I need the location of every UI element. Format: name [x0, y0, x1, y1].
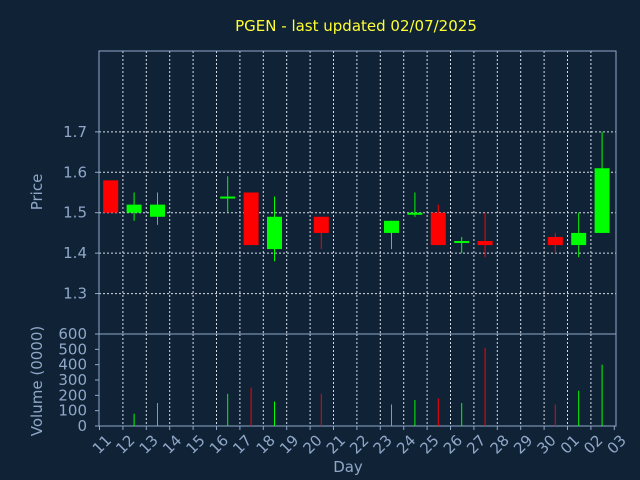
candle-body [547, 236, 563, 246]
x-tick-label: 25 [416, 431, 442, 457]
x-tick-label: 15 [182, 431, 208, 457]
x-tick-label: 19 [276, 431, 302, 457]
x-tick-label: 26 [440, 431, 466, 457]
price-y-ticks: 1.3 1.4 1.5 1.6 1.7 [63, 123, 99, 303]
x-tick-label: 22 [346, 431, 372, 457]
price-tick-label: 1.3 [63, 285, 87, 303]
price-tick-label: 1.4 [63, 244, 87, 262]
x-tick-label: 29 [510, 431, 536, 457]
volume-tick-label: 500 [58, 340, 87, 358]
volume-tick-label: 300 [58, 371, 87, 389]
x-tick-label: 12 [112, 431, 138, 457]
volume-tick-label: 600 [58, 325, 87, 343]
candle-body [594, 168, 610, 233]
candle-body [150, 204, 165, 217]
candle-body [103, 180, 119, 213]
x-tick-label: 28 [487, 431, 513, 457]
x-tick-label: 24 [393, 431, 419, 457]
volume-bars [133, 347, 603, 426]
price-tick-label: 1.7 [63, 123, 87, 141]
x-axis-label: Day [333, 458, 363, 476]
x-tick-label: 01 [557, 431, 583, 457]
price-tick-label: 1.5 [63, 204, 87, 222]
candle-body [407, 212, 423, 215]
x-tick-label: 21 [323, 431, 349, 457]
candle-body [220, 196, 236, 199]
candle-body [454, 241, 470, 244]
candle-body [313, 216, 329, 233]
x-tick-label: 30 [533, 431, 559, 457]
volume-tick-label: 0 [77, 417, 87, 435]
candle-body [477, 241, 493, 246]
volume-plot-frame [98, 333, 617, 427]
candle-body [384, 220, 399, 233]
price-grid [99, 51, 616, 334]
volume-tick-label: 200 [58, 386, 87, 404]
price-plot-frame [98, 50, 617, 335]
x-tick-label: 13 [136, 431, 162, 457]
candle-body [243, 192, 259, 246]
x-tick-label: 17 [229, 431, 255, 457]
candle-body [126, 204, 142, 213]
x-tick-label: 03 [604, 431, 630, 457]
volume-tick-label: 100 [58, 402, 87, 420]
candles [103, 131, 610, 262]
x-tick-label: 18 [253, 431, 279, 457]
x-tick-label: 20 [299, 431, 325, 457]
x-ticks: 1112131415161718192021222324252627282930… [89, 426, 630, 458]
volume-tick-label: 400 [58, 356, 87, 374]
x-tick-label: 14 [159, 431, 185, 457]
x-tick-label: 11 [89, 431, 115, 457]
candle-body [571, 232, 587, 246]
chart-title: PGEN - last updated 02/07/2025 [235, 17, 477, 35]
x-tick-label: 02 [580, 431, 606, 457]
candle-body [267, 216, 282, 250]
x-tick-label: 16 [206, 431, 232, 457]
volume-axis-label: Volume (0000) [28, 326, 46, 436]
price-tick-label: 1.6 [63, 163, 87, 181]
volume-grid [122, 334, 592, 426]
x-tick-label: 27 [463, 431, 489, 457]
x-tick-label: 23 [370, 431, 396, 457]
price-axis-label: Price [28, 174, 46, 211]
candle-body [430, 212, 446, 246]
